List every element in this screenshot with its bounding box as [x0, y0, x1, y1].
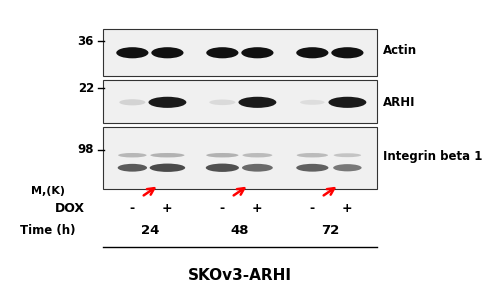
- Bar: [102, 127, 377, 189]
- Text: Time (h): Time (h): [20, 224, 75, 237]
- Text: -: -: [310, 202, 315, 214]
- Ellipse shape: [242, 47, 274, 58]
- Text: SKOv3-ARHI: SKOv3-ARHI: [188, 268, 292, 283]
- Ellipse shape: [150, 153, 184, 158]
- Ellipse shape: [152, 47, 184, 58]
- Text: ARHI: ARHI: [384, 96, 416, 109]
- Text: 36: 36: [78, 35, 94, 47]
- Ellipse shape: [206, 47, 238, 58]
- Text: DOX: DOX: [55, 202, 85, 214]
- Text: 22: 22: [78, 82, 94, 95]
- Ellipse shape: [120, 99, 146, 105]
- Ellipse shape: [242, 164, 273, 172]
- Text: Actin: Actin: [384, 44, 418, 57]
- Text: -: -: [220, 202, 225, 214]
- Ellipse shape: [296, 47, 328, 58]
- Ellipse shape: [118, 164, 147, 172]
- Text: 24: 24: [140, 224, 159, 237]
- Ellipse shape: [242, 153, 272, 158]
- Text: +: +: [252, 202, 262, 214]
- Text: Integrin beta 1: Integrin beta 1: [384, 150, 483, 163]
- Ellipse shape: [206, 164, 239, 172]
- Ellipse shape: [206, 153, 238, 158]
- Ellipse shape: [328, 97, 366, 108]
- Ellipse shape: [238, 97, 277, 108]
- Ellipse shape: [296, 153, 328, 158]
- Ellipse shape: [332, 47, 364, 58]
- Text: 98: 98: [78, 143, 94, 156]
- Text: -: -: [130, 202, 135, 214]
- Ellipse shape: [150, 164, 185, 172]
- Ellipse shape: [300, 100, 324, 105]
- Ellipse shape: [334, 153, 361, 157]
- Text: 72: 72: [320, 224, 339, 237]
- Bar: [102, 80, 377, 123]
- Ellipse shape: [296, 164, 328, 172]
- Ellipse shape: [148, 97, 186, 108]
- Text: 48: 48: [230, 224, 249, 237]
- Text: +: +: [342, 202, 352, 214]
- Text: +: +: [162, 202, 172, 214]
- Ellipse shape: [210, 100, 236, 105]
- Ellipse shape: [118, 153, 146, 158]
- Ellipse shape: [116, 47, 148, 58]
- Text: M,(K): M,(K): [32, 186, 66, 196]
- Bar: [102, 29, 377, 76]
- Ellipse shape: [333, 164, 362, 171]
